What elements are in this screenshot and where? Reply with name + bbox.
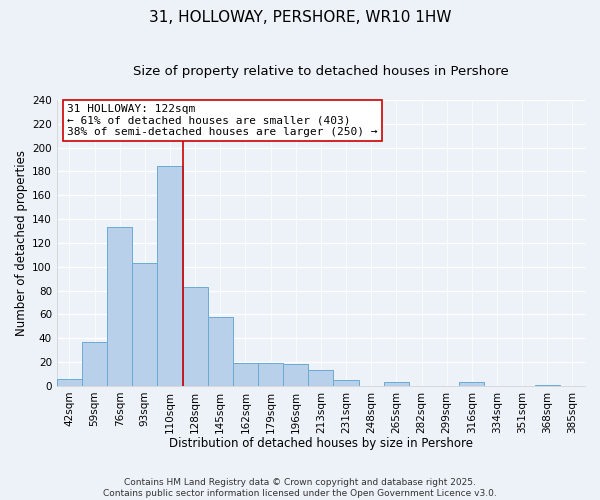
Bar xyxy=(82,342,107,386)
Bar xyxy=(459,382,484,386)
Bar xyxy=(258,363,283,386)
Text: 31 HOLLOWAY: 122sqm
← 61% of detached houses are smaller (403)
38% of semi-detac: 31 HOLLOWAY: 122sqm ← 61% of detached ho… xyxy=(67,104,378,138)
Bar xyxy=(208,317,233,386)
Title: Size of property relative to detached houses in Pershore: Size of property relative to detached ho… xyxy=(133,65,509,78)
Bar xyxy=(535,384,560,386)
Bar xyxy=(384,382,409,386)
Bar xyxy=(308,370,334,386)
Y-axis label: Number of detached properties: Number of detached properties xyxy=(15,150,28,336)
Bar xyxy=(57,378,82,386)
Bar xyxy=(182,287,208,386)
Text: Contains HM Land Registry data © Crown copyright and database right 2025.
Contai: Contains HM Land Registry data © Crown c… xyxy=(103,478,497,498)
Bar xyxy=(283,364,308,386)
Bar xyxy=(157,166,182,386)
Bar xyxy=(107,228,132,386)
Bar xyxy=(334,380,359,386)
Text: 31, HOLLOWAY, PERSHORE, WR10 1HW: 31, HOLLOWAY, PERSHORE, WR10 1HW xyxy=(149,10,451,25)
Bar xyxy=(132,263,157,386)
Bar xyxy=(233,363,258,386)
X-axis label: Distribution of detached houses by size in Pershore: Distribution of detached houses by size … xyxy=(169,437,473,450)
